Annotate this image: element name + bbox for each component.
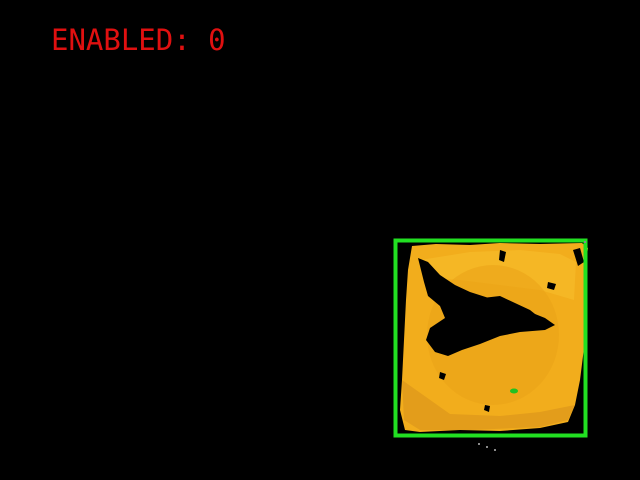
object-shadow <box>402 380 575 430</box>
detection-bounding-box <box>393 238 588 438</box>
mask-holes <box>418 248 584 412</box>
mask-speck <box>510 388 518 394</box>
detected-object <box>400 243 588 432</box>
enabled-status-label: ENABLED: 0 <box>51 23 226 57</box>
noise-pixels <box>478 241 586 451</box>
